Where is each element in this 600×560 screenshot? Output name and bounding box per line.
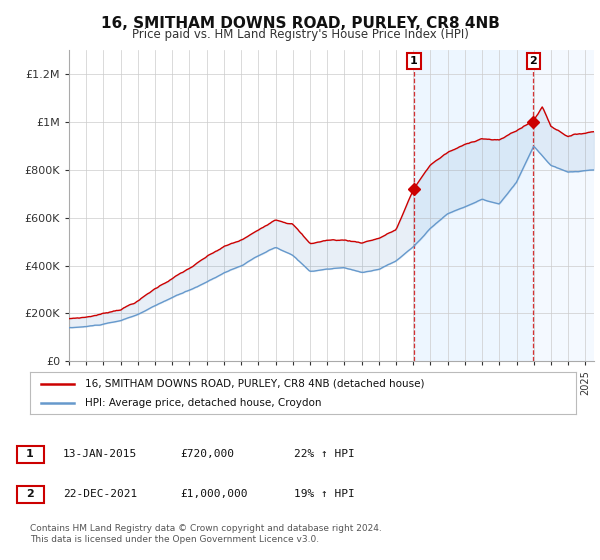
Text: 22-DEC-2021: 22-DEC-2021 (63, 489, 137, 499)
Text: 16, SMITHAM DOWNS ROAD, PURLEY, CR8 4NB: 16, SMITHAM DOWNS ROAD, PURLEY, CR8 4NB (101, 16, 499, 31)
Text: 1: 1 (410, 56, 418, 66)
Text: 22% ↑ HPI: 22% ↑ HPI (294, 449, 355, 459)
Text: 13-JAN-2015: 13-JAN-2015 (63, 449, 137, 459)
Bar (414, 50, 533, 361)
Text: This data is licensed under the Open Government Licence v3.0.: This data is licensed under the Open Gov… (30, 535, 319, 544)
Text: 19% ↑ HPI: 19% ↑ HPI (294, 489, 355, 499)
Text: Price paid vs. HM Land Registry's House Price Index (HPI): Price paid vs. HM Land Registry's House … (131, 28, 469, 41)
Text: 2: 2 (26, 489, 34, 499)
Text: 1: 1 (26, 449, 34, 459)
Text: £720,000: £720,000 (180, 449, 234, 459)
Text: 16, SMITHAM DOWNS ROAD, PURLEY, CR8 4NB (detached house): 16, SMITHAM DOWNS ROAD, PURLEY, CR8 4NB … (85, 379, 424, 389)
Text: £1,000,000: £1,000,000 (180, 489, 248, 499)
Text: HPI: Average price, detached house, Croydon: HPI: Average price, detached house, Croy… (85, 398, 321, 408)
Text: Contains HM Land Registry data © Crown copyright and database right 2024.: Contains HM Land Registry data © Crown c… (30, 524, 382, 533)
Text: 2: 2 (529, 56, 537, 66)
Bar (533, 50, 594, 361)
